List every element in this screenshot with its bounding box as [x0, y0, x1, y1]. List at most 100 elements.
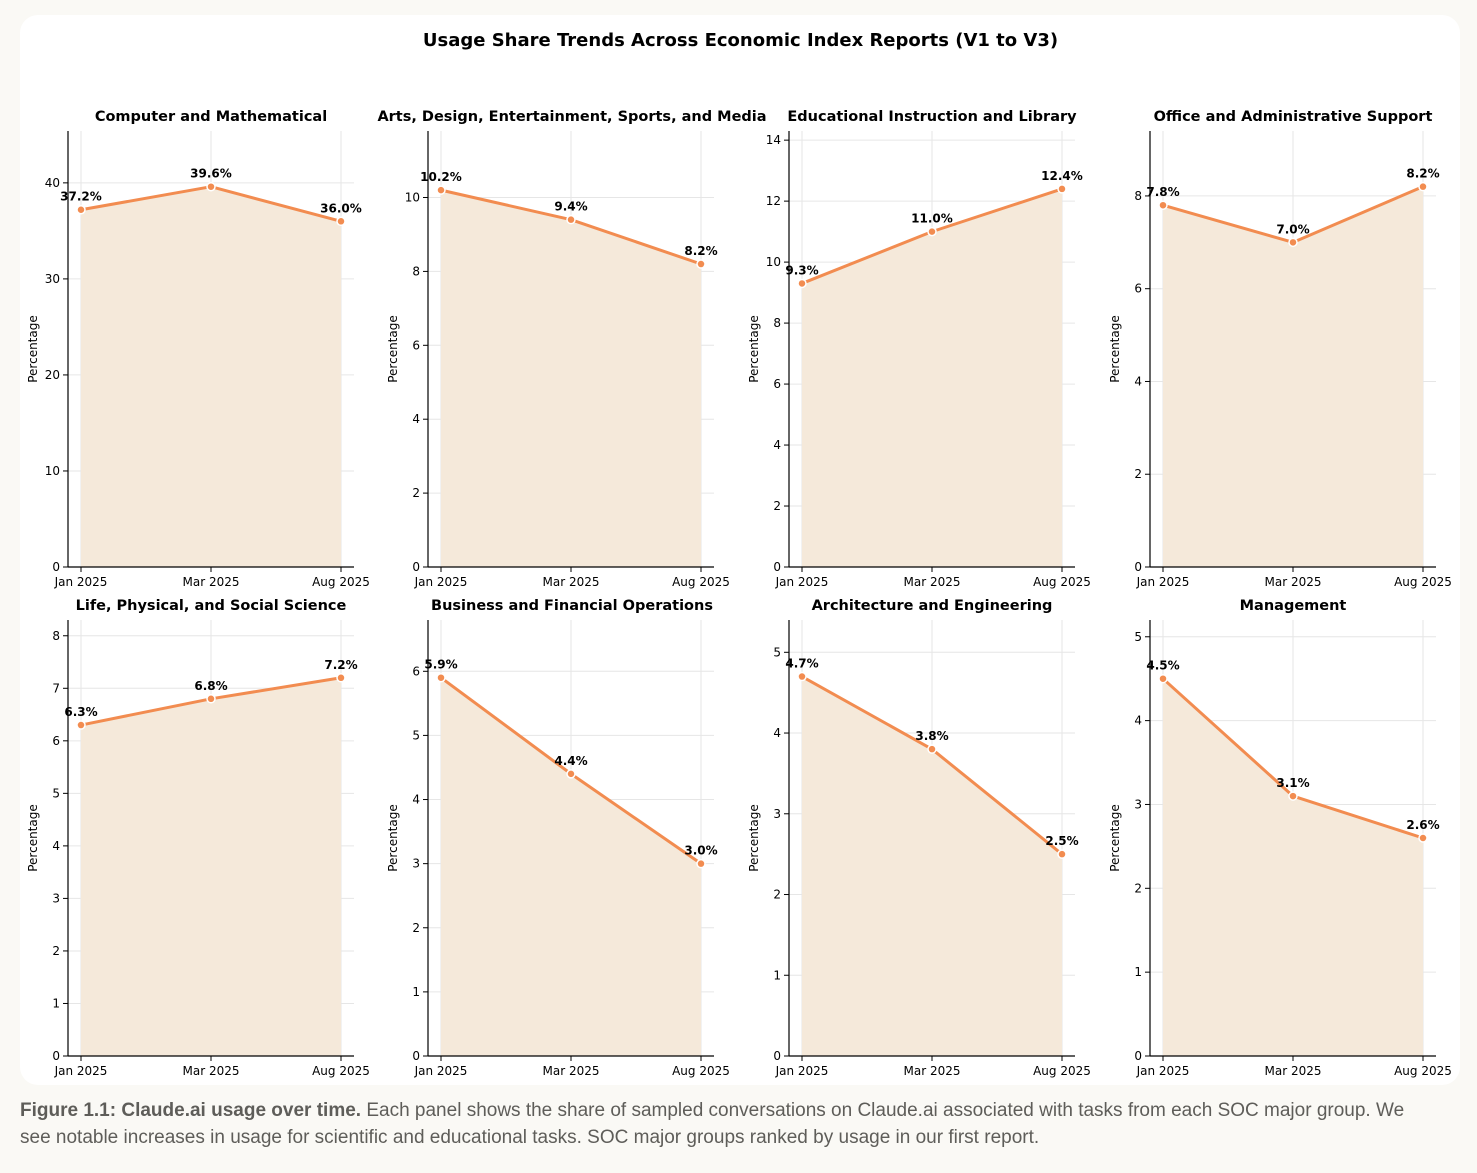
data-point [696, 858, 706, 869]
y-tick-label: 3 [412, 857, 420, 871]
panel-title: Business and Financial Operations [431, 598, 713, 614]
data-point [696, 259, 706, 269]
y-tick-label: 4 [1134, 374, 1142, 388]
x-tick-label: Mar 2025 [183, 1064, 240, 1078]
area-fill [802, 188, 1062, 568]
y-tick-label: 10 [405, 191, 420, 205]
y-tick-label: 0 [773, 560, 781, 574]
x-tick-label: Jan 2025 [414, 1064, 468, 1078]
data-label: 2.5% [1045, 834, 1078, 848]
y-tick-label: 0 [773, 1049, 781, 1063]
data-point [566, 214, 576, 225]
data-label: 8.2% [1406, 167, 1439, 181]
y-tick-label: 4 [412, 793, 420, 807]
data-label: 3.1% [1276, 776, 1309, 790]
data-point [1418, 833, 1428, 843]
x-tick-label: Aug 2025 [1394, 575, 1452, 589]
data-point [1158, 673, 1168, 684]
y-tick-label: 10 [766, 255, 781, 269]
y-tick-label: 6 [52, 734, 60, 748]
y-axis-label: Percentage [1108, 804, 1122, 872]
y-tick-label: 2 [52, 944, 60, 958]
data-point [436, 185, 446, 195]
x-tick-label: Jan 2025 [775, 1064, 829, 1078]
data-point [1418, 181, 1428, 192]
x-tick-label: Mar 2025 [543, 1064, 600, 1078]
data-label: 11.0% [911, 212, 953, 226]
y-tick-label: 2 [773, 888, 781, 902]
y-tick-label: 2 [773, 499, 781, 513]
y-tick-label: 6 [1134, 282, 1142, 296]
data-point [436, 672, 446, 683]
panel-3: Educational Instruction and Library 9.3% 1… [747, 109, 1091, 589]
x-tick-label: Jan 2025 [1136, 1064, 1190, 1078]
y-tick-label: 5 [52, 786, 60, 800]
data-label: 7.2% [324, 658, 357, 672]
area-fill [441, 677, 701, 1056]
y-tick-label: 8 [773, 316, 781, 330]
data-point [1057, 849, 1067, 859]
data-label: 8.2% [684, 244, 717, 258]
y-tick-label: 4 [773, 726, 781, 740]
data-label: 9.3% [785, 263, 818, 277]
figure-caption: Figure 1.1: Claude.ai usage over time. E… [20, 1097, 1440, 1151]
y-tick-label: 2 [412, 486, 420, 500]
y-tick-label: 1 [52, 996, 60, 1010]
data-point [566, 769, 576, 779]
y-tick-label: 4 [773, 438, 781, 452]
data-label: 2.6% [1406, 818, 1439, 832]
y-tick-label: 1 [412, 985, 420, 999]
data-point [797, 278, 807, 289]
y-tick-label: 2 [1134, 467, 1142, 481]
y-tick-label: 7 [52, 681, 60, 695]
y-tick-label: 4 [1134, 714, 1142, 728]
y-tick-label: 2 [412, 921, 420, 935]
x-tick-label: Jan 2025 [54, 1064, 108, 1078]
y-tick-label: 14 [766, 133, 781, 147]
panel-7: Architecture and Engineering 4.7% 3.8% 2.5%… [747, 598, 1091, 1078]
data-point [927, 226, 937, 237]
y-tick-label: 30 [45, 272, 60, 286]
y-tick-label: 5 [1134, 630, 1142, 644]
data-label: 7.0% [1276, 222, 1309, 236]
data-label: 3.8% [915, 729, 948, 743]
data-label: 3.0% [684, 844, 717, 858]
area-fill [1163, 678, 1423, 1056]
y-tick-label: 0 [52, 560, 60, 574]
y-tick-label: 5 [412, 728, 420, 742]
y-axis-label: Percentage [747, 804, 761, 872]
y-tick-label: 1 [773, 968, 781, 982]
y-tick-label: 6 [412, 664, 420, 678]
x-tick-label: Mar 2025 [543, 575, 600, 589]
y-tick-label: 20 [45, 368, 60, 382]
data-label: 10.2% [420, 170, 462, 184]
panel-title: Life, Physical, and Social Science [76, 598, 347, 614]
data-label: 6.8% [194, 679, 227, 693]
y-axis-label: Percentage [26, 804, 40, 872]
data-label: 7.8% [1146, 185, 1179, 199]
x-tick-label: Jan 2025 [775, 575, 829, 589]
x-tick-label: Jan 2025 [54, 575, 108, 589]
y-tick-label: 5 [773, 645, 781, 659]
panel-title: Architecture and Engineering [812, 598, 1053, 614]
area-fill [81, 186, 341, 567]
figure-title: Usage Share Trends Across Economic Index… [422, 30, 1059, 51]
data-point [1288, 791, 1298, 801]
caption-lead: Figure 1.1: Claude.ai usage over time. [20, 1100, 362, 1121]
y-tick-label: 0 [1134, 560, 1142, 574]
caption-body: Each panel shows the share of sampled co… [20, 1100, 1405, 1148]
y-tick-label: 0 [52, 1049, 60, 1063]
data-point [76, 720, 86, 730]
x-tick-label: Mar 2025 [1265, 1064, 1322, 1078]
y-axis-label: Percentage [1108, 315, 1122, 383]
x-tick-label: Aug 2025 [672, 575, 730, 589]
small-multiples-chart: Computer and Mathematical37.2%39.6%36.0%… [26, 109, 1452, 1078]
y-axis-label: Percentage [386, 315, 400, 383]
x-tick-label: Aug 2025 [312, 575, 370, 589]
data-point [1057, 184, 1067, 194]
area-fill [81, 677, 341, 1056]
x-tick-label: Jan 2025 [1136, 575, 1190, 589]
x-tick-label: Mar 2025 [904, 575, 961, 589]
y-tick-label: 8 [1134, 189, 1142, 203]
y-tick-label: 2 [1134, 881, 1142, 895]
